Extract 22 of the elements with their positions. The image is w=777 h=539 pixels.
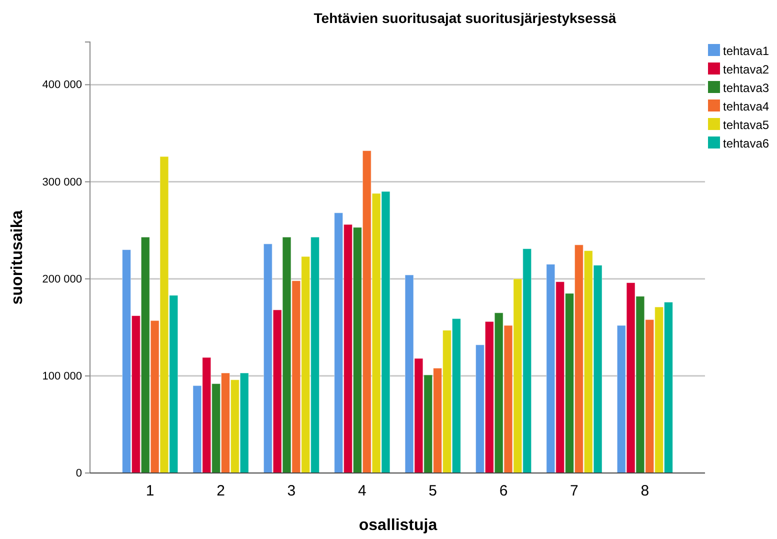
y-tick-label: 0 — [76, 468, 82, 480]
legend-label: tehtava6 — [723, 136, 770, 150]
x-tick-label: 6 — [499, 482, 508, 500]
x-tick-label: 8 — [640, 482, 650, 500]
y-tick-label: 200 000 — [42, 273, 82, 286]
legend-label: tehtava3 — [723, 81, 770, 95]
x-tick-label: 4 — [358, 482, 366, 500]
y-axis-title: suoritusaika — [9, 210, 26, 305]
y-tick-label: 300 000 — [42, 176, 82, 188]
legend-label: tehtava1 — [723, 44, 770, 58]
legend-label: tehtava5 — [723, 118, 770, 132]
x-tick-label: 1 — [146, 482, 154, 500]
x-tick-label: 2 — [216, 482, 225, 500]
x-tick-label: 3 — [287, 482, 296, 500]
x-tick-label: 5 — [428, 482, 438, 500]
y-tick-label: 100 000 — [42, 370, 82, 382]
x-axis-title: osallistuja — [358, 517, 438, 534]
legend-label: tehtava4 — [723, 100, 770, 114]
legend-label: tehtava2 — [723, 62, 770, 76]
y-tick-label: 400 000 — [42, 79, 82, 92]
x-tick-label: 7 — [570, 482, 578, 500]
chart-title: Tehtävien suoritusajat suoritusjärjestyksessä — [314, 10, 616, 26]
